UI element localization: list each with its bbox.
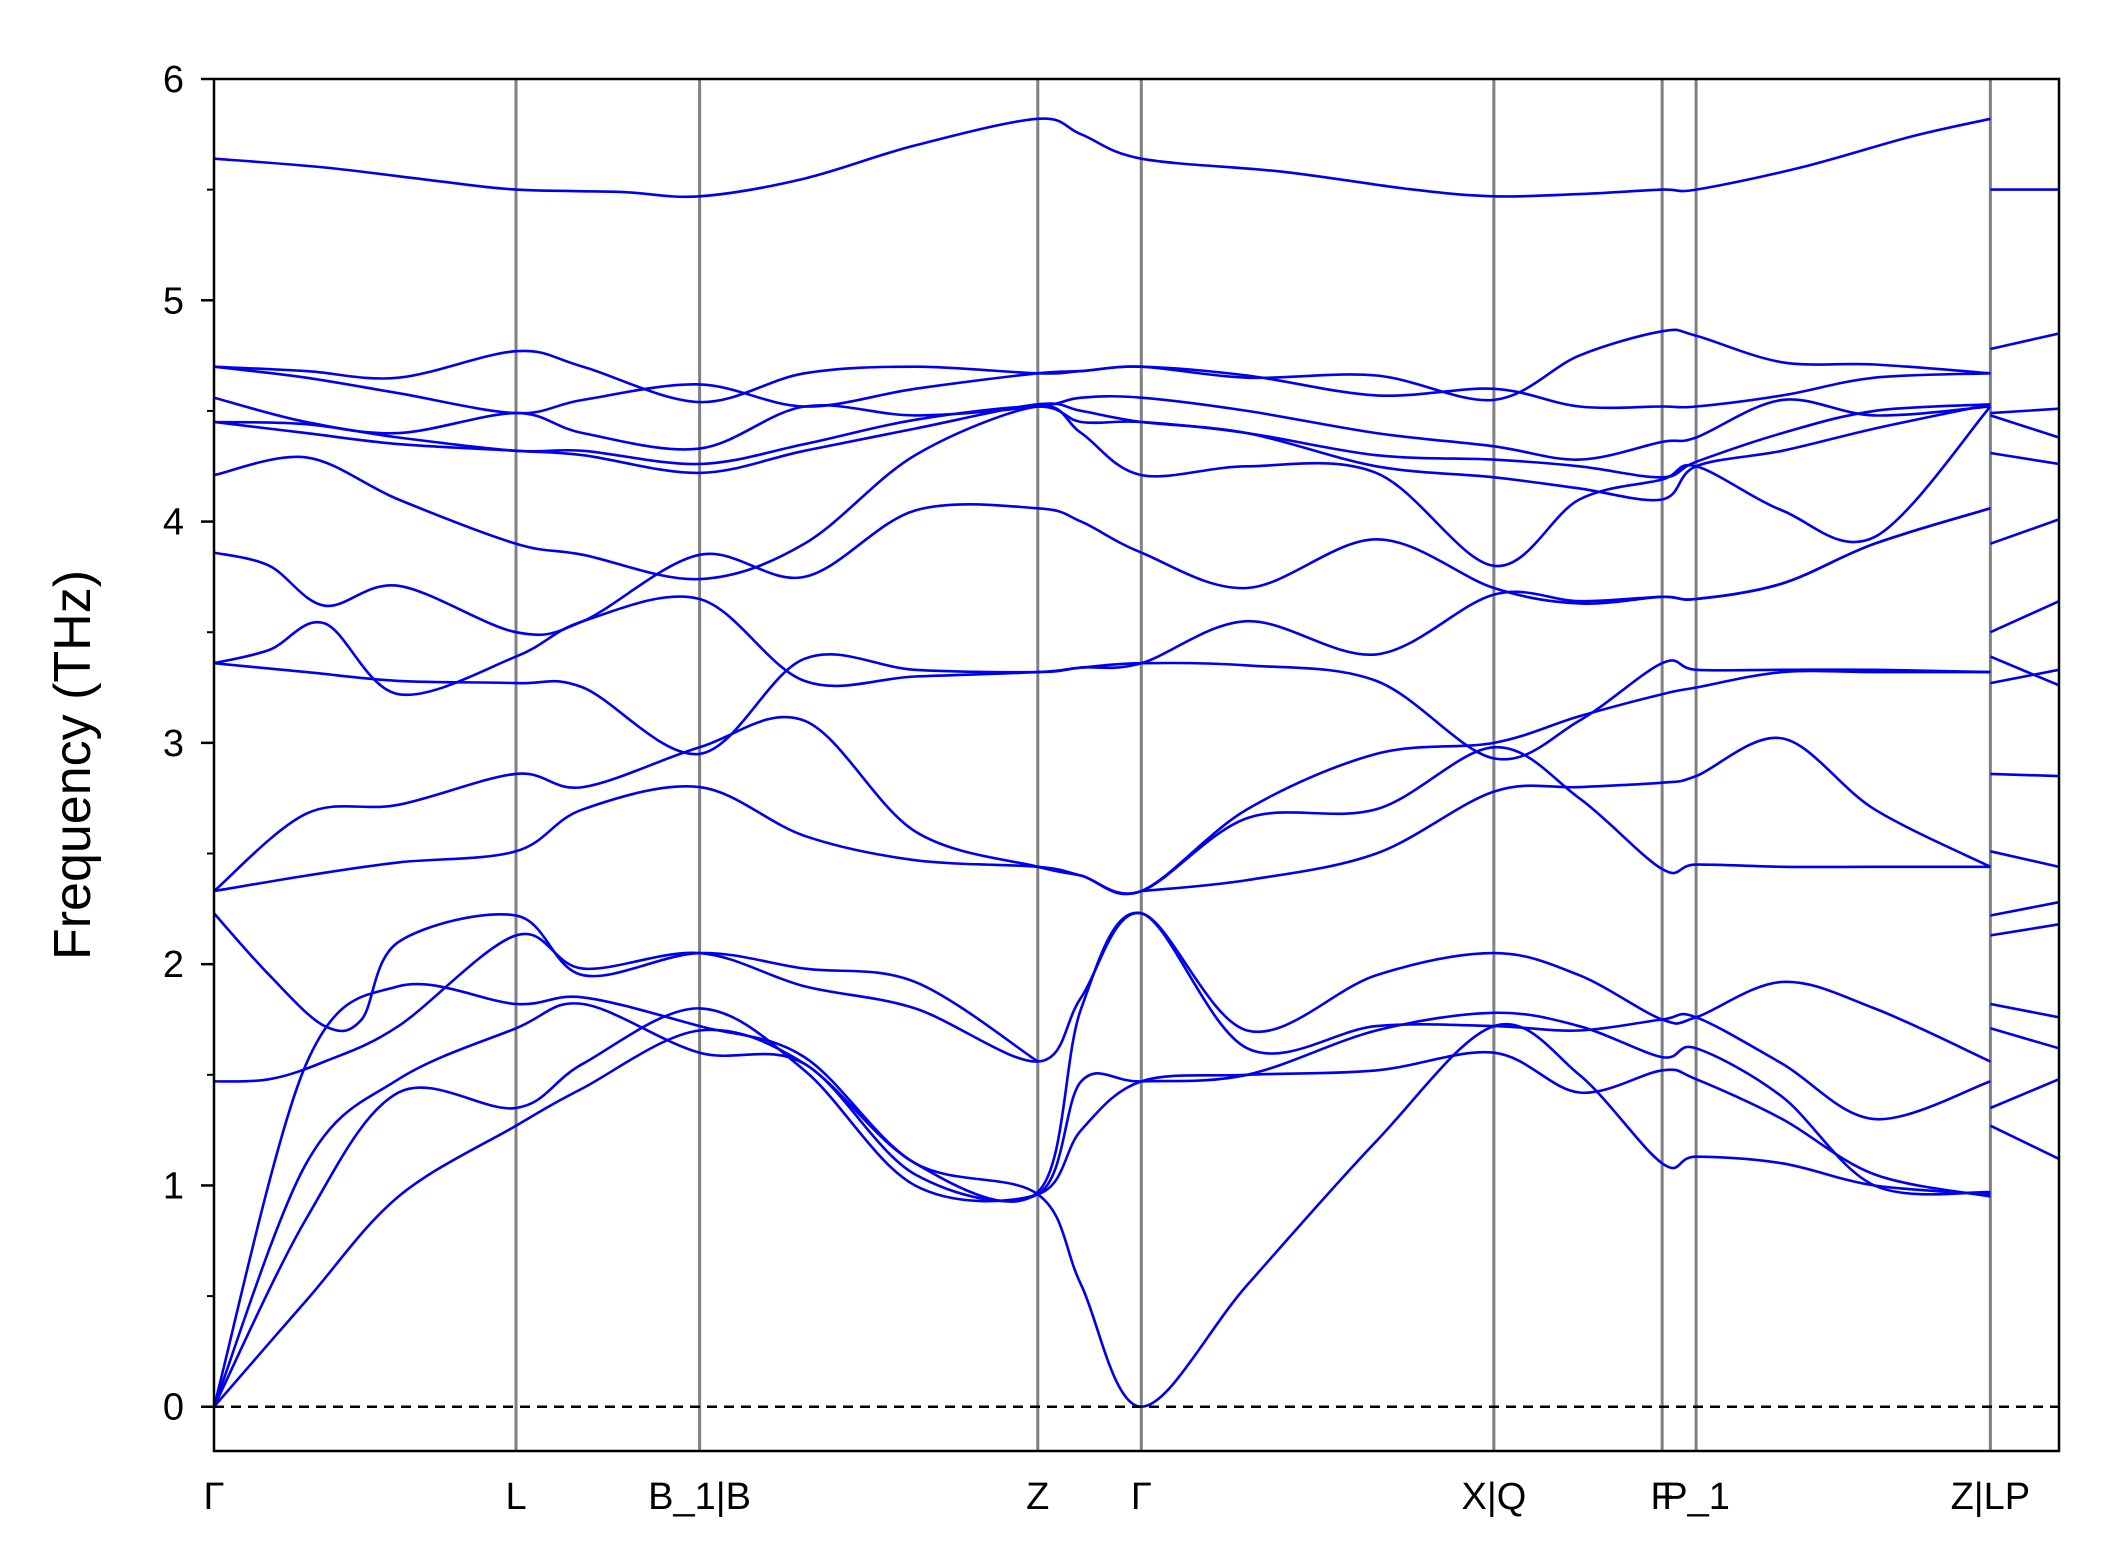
y-axis-label: Frequency (THz) (44, 570, 102, 960)
kpoint-label-5: X|Q (1461, 1476, 1526, 1518)
band-25 (1989, 600, 2059, 634)
band-21 (1990, 407, 2059, 415)
band-35 (1989, 1124, 2059, 1161)
band-11 (214, 502, 1991, 637)
band-26 (1989, 655, 2059, 687)
y-tick-label: 1 (163, 1165, 184, 1207)
band-30 (1990, 900, 2059, 917)
band-29 (1990, 850, 2059, 869)
y-tick-label: 0 (163, 1387, 184, 1429)
band-1 (214, 1007, 1991, 1408)
plot-frame (212, 77, 2061, 1453)
y-tick-label: 2 (163, 944, 184, 986)
band-6 (1141, 736, 1991, 893)
y-tick-label: 5 (163, 280, 184, 322)
band-22 (1990, 414, 2059, 439)
band-14 (214, 403, 1991, 479)
kpoint-label-3: Z (1026, 1476, 1049, 1518)
band-2 (214, 1002, 1991, 1408)
band-33 (1990, 1027, 2059, 1050)
kpoint-label-7: P_1 (1662, 1476, 1730, 1518)
band-27 (1990, 668, 2059, 685)
kpoint-label-6: F (1651, 1476, 1674, 1518)
band-34 (1989, 1078, 2059, 1110)
bands (214, 117, 2059, 1408)
band-17 (214, 328, 1991, 404)
y-tick-label: 3 (163, 723, 184, 765)
band-4 (214, 911, 1991, 1083)
kpoint-label-0: Γ (204, 1476, 225, 1518)
band-3 (214, 911, 1991, 1408)
band-32 (1990, 1002, 2059, 1019)
y-tick-label: 6 (163, 59, 184, 101)
band-23 (1990, 451, 2059, 466)
band-0 (214, 1022, 1991, 1408)
x-axis: Γ L B_1|B Z Γ X|Q FP_1 Z|LP (204, 1476, 2031, 1518)
band-18 (214, 117, 1991, 199)
band-8 (214, 669, 1991, 896)
kpoint-label-4: Γ (1131, 1476, 1152, 1518)
band-20 (1990, 332, 2059, 351)
y-tick-label: 4 (163, 502, 184, 544)
band-9 (214, 653, 1991, 761)
kpoint-label-8: Z|LP (1951, 1476, 2031, 1518)
band-31 (1990, 923, 2059, 937)
y-axis: 0 1 2 3 4 5 6 (163, 59, 214, 1429)
kpoint-label-2: B_1|B (648, 1476, 751, 1518)
band-5 (214, 912, 1039, 1063)
band-24 (1989, 518, 2059, 545)
band-28 (1990, 772, 2059, 778)
kpoint-label-1: L (505, 1476, 526, 1518)
kpath-lines (514, 79, 1992, 1451)
